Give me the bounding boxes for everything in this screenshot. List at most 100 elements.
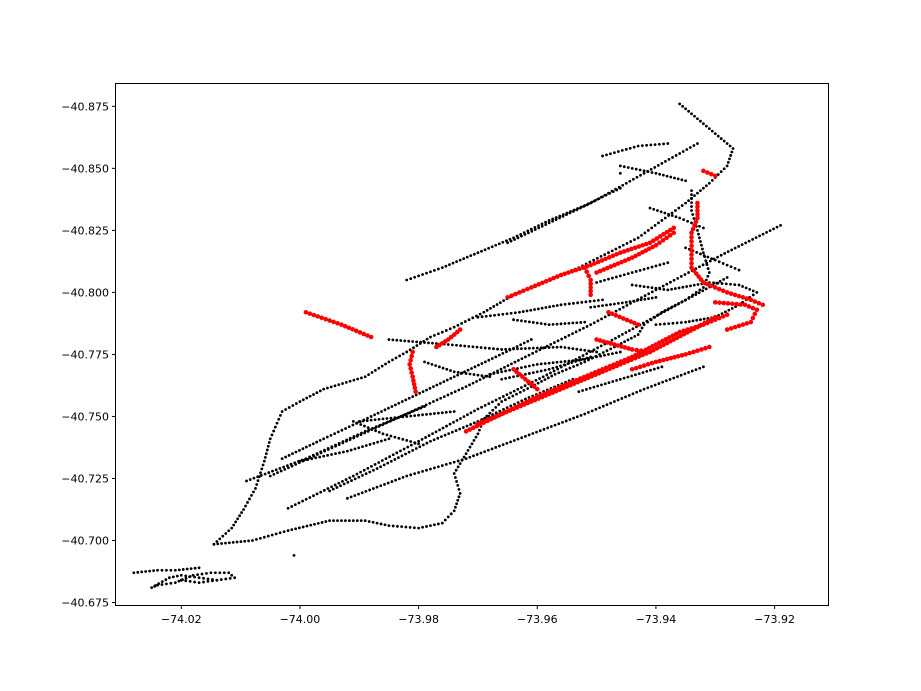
data-point (393, 403, 397, 407)
data-point (482, 376, 485, 380)
data-point (716, 315, 722, 321)
data-point (328, 489, 331, 493)
data-point (460, 371, 464, 375)
data-point (639, 298, 643, 302)
data-point (685, 285, 689, 288)
data-point (462, 455, 466, 459)
data-point (487, 246, 491, 250)
data-point (160, 580, 164, 584)
data-point (409, 414, 413, 418)
data-point (524, 355, 527, 359)
data-point (500, 377, 504, 381)
data-point (319, 450, 323, 454)
data-point (425, 271, 428, 275)
data-point (486, 417, 491, 422)
data-point (533, 308, 536, 311)
data-point (439, 396, 443, 400)
data-point (566, 362, 570, 366)
data-point (314, 456, 318, 460)
data-point (469, 423, 473, 426)
data-point (618, 350, 622, 354)
data-point (572, 301, 575, 305)
data-point (227, 541, 231, 545)
data-point (657, 240, 662, 246)
data-point (661, 357, 666, 363)
data-point (540, 379, 543, 383)
data-point (211, 579, 214, 583)
data-point (553, 341, 556, 344)
data-point (367, 373, 370, 377)
data-point (689, 260, 694, 266)
data-point (469, 411, 473, 415)
data-point (350, 327, 355, 332)
data-point (513, 291, 518, 297)
data-point (500, 370, 504, 374)
data-point (502, 407, 505, 411)
data-point (698, 288, 702, 292)
data-point (501, 352, 505, 355)
data-point (438, 428, 441, 432)
data-point (625, 358, 631, 364)
data-point (614, 187, 617, 191)
data-point (456, 465, 460, 469)
data-point (395, 338, 399, 342)
data-point (415, 344, 419, 347)
data-point (200, 572, 204, 576)
data-point (573, 267, 579, 273)
data-point (545, 373, 549, 377)
data-point (477, 363, 480, 367)
data-point (651, 347, 656, 353)
data-point (699, 189, 702, 193)
data-point (231, 540, 235, 544)
data-point (611, 380, 615, 383)
data-point (361, 445, 364, 449)
data-point (668, 377, 672, 381)
data-point (444, 463, 448, 466)
data-point (457, 327, 463, 332)
data-point (614, 336, 617, 340)
data-point (624, 395, 627, 399)
data-point (494, 243, 498, 247)
data-point (480, 405, 483, 409)
data-point (286, 529, 290, 532)
data-point (592, 258, 596, 262)
data-point (575, 379, 580, 385)
data-point (401, 415, 405, 419)
data-point (375, 521, 379, 525)
data-point (476, 315, 480, 319)
data-point (539, 346, 543, 350)
data-point (721, 262, 725, 265)
data-point (772, 227, 775, 231)
data-point (668, 227, 673, 233)
data-point (530, 229, 534, 233)
data-point (498, 301, 502, 304)
data-point (650, 296, 654, 300)
data-point (402, 447, 406, 451)
data-point (282, 530, 286, 534)
data-point (689, 247, 694, 253)
data-point (344, 427, 347, 430)
data-point (363, 375, 367, 379)
data-point (433, 523, 436, 527)
data-point (385, 433, 389, 437)
data-point (509, 440, 512, 444)
data-point (721, 300, 727, 306)
data-point (531, 346, 535, 350)
data-point (611, 276, 614, 280)
data-point (707, 181, 711, 185)
data-point (665, 282, 669, 286)
data-point (544, 306, 548, 309)
data-point (536, 282, 542, 287)
data-point (301, 447, 305, 451)
data-point (505, 441, 509, 445)
data-point (588, 386, 592, 390)
data-point (572, 416, 576, 420)
data-point (212, 542, 216, 546)
data-point (480, 362, 484, 365)
data-point (556, 339, 560, 343)
data-point (351, 519, 355, 523)
data-point (603, 315, 607, 319)
data-point (692, 283, 696, 287)
data-point (575, 321, 579, 325)
data-point (455, 343, 458, 347)
